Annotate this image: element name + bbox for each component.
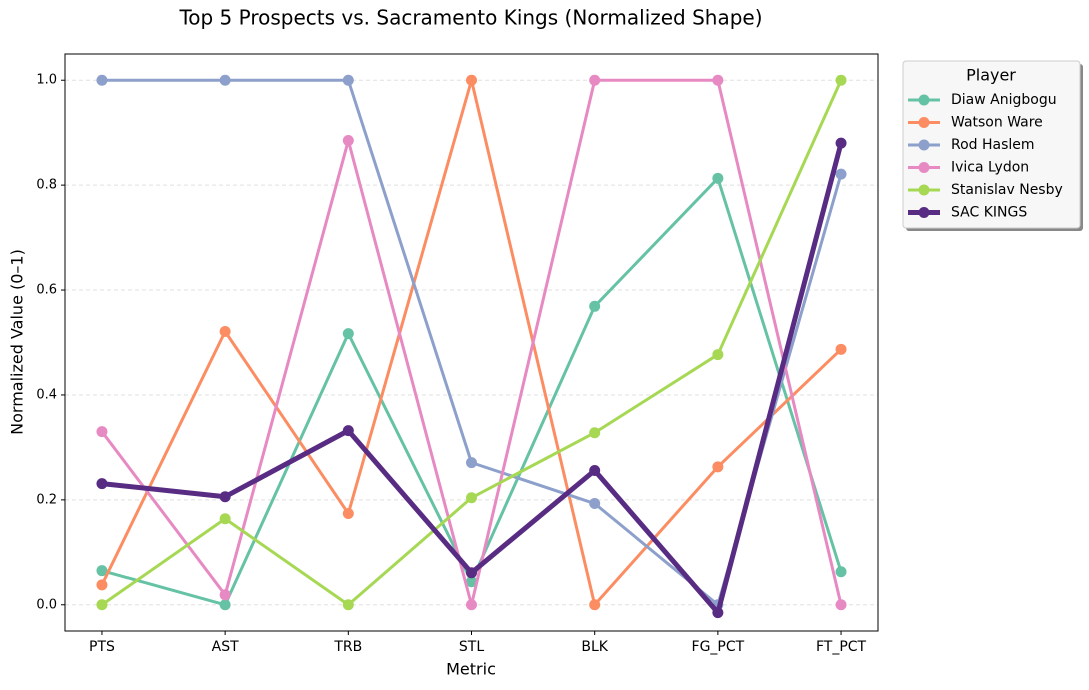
data-point <box>342 508 354 520</box>
legend-marker <box>918 184 930 196</box>
x-tick-label: PTS <box>89 639 115 655</box>
chart-title: Top 5 Prospects vs. Sacramento Kings (No… <box>178 6 762 30</box>
x-tick-label: TRB <box>333 639 362 655</box>
data-point <box>835 566 847 578</box>
y-axis-label: Normalized Value (0–1) <box>8 249 27 435</box>
data-point <box>219 599 231 611</box>
data-point <box>589 599 601 611</box>
y-tick-label: 1.0 <box>36 73 57 88</box>
y-tick-label: 0.0 <box>36 597 57 612</box>
data-point <box>466 576 477 588</box>
x-tick-label: AST <box>212 639 239 655</box>
data-point <box>342 135 354 147</box>
legend-label: Stanislav Nesby <box>951 182 1063 198</box>
data-point <box>466 599 477 611</box>
data-point <box>835 137 847 149</box>
series-line <box>101 176 843 607</box>
data-point <box>96 426 108 438</box>
data-point <box>712 349 724 361</box>
data-point <box>219 589 231 601</box>
x-tick-label: BLK <box>581 639 608 655</box>
y-tick-label: 0.6 <box>36 283 57 298</box>
x-axis-label: Metric <box>446 660 496 679</box>
data-point <box>219 513 231 525</box>
data-point <box>96 579 108 591</box>
data-point <box>219 74 231 86</box>
data-point <box>96 478 108 490</box>
x-tick-label: FT_PCT <box>816 639 867 655</box>
series-line <box>101 79 843 607</box>
legend-marker <box>918 94 930 106</box>
legend-label: Ivica Lydon <box>951 160 1029 176</box>
data-point <box>96 74 108 86</box>
data-point <box>466 492 477 504</box>
x-tick-label: FG_PCT <box>692 639 745 655</box>
legend-marker <box>918 117 930 128</box>
data-point <box>712 172 724 184</box>
data-point <box>835 343 847 355</box>
data-point <box>466 74 477 86</box>
y-tick-label: 0.2 <box>36 492 57 507</box>
data-point <box>589 498 601 510</box>
legend-title: Player <box>966 66 1016 85</box>
data-point <box>589 74 601 86</box>
legend-marker <box>918 207 930 218</box>
legend-marker <box>918 162 930 173</box>
data-point <box>835 74 847 86</box>
legend-label: SAC KINGS <box>951 205 1027 221</box>
y-tick-label: 0.8 <box>36 178 57 193</box>
x-tick-label: STL <box>459 639 484 655</box>
data-point <box>835 168 847 180</box>
legend-label: Watson Ware <box>951 115 1043 131</box>
legend-box <box>902 60 1081 229</box>
y-tick-label: 0.4 <box>36 387 57 402</box>
data-point <box>96 565 108 577</box>
data-point <box>712 461 724 473</box>
data-point <box>96 599 108 611</box>
data-point <box>712 74 724 86</box>
data-point <box>589 300 601 312</box>
data-point <box>342 74 354 86</box>
data-point <box>342 599 354 611</box>
data-point <box>342 328 354 340</box>
data-point <box>219 491 231 503</box>
data-point <box>589 464 601 476</box>
legend-marker <box>918 139 930 151</box>
data-point <box>342 425 354 437</box>
data-point <box>712 607 724 619</box>
legend-label: Diaw Anigbogu <box>951 92 1057 108</box>
data-point <box>466 567 477 579</box>
data-point <box>589 427 601 439</box>
data-point <box>835 599 847 611</box>
data-point <box>466 457 477 469</box>
plot-frame <box>64 53 879 632</box>
legend-label: Rod Haslem <box>951 137 1035 153</box>
data-point <box>219 325 231 337</box>
